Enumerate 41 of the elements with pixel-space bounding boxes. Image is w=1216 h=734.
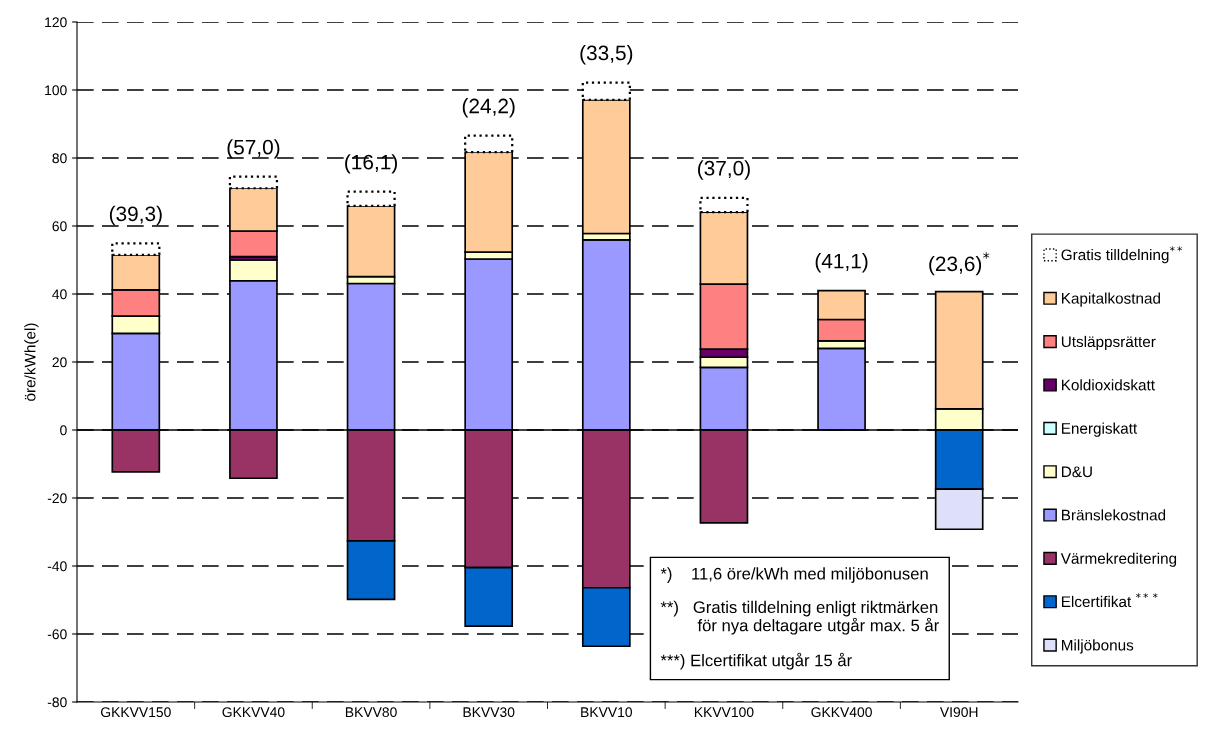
x-tick-label: VI90H [939,707,978,718]
x-tick-label: GKKVV150 [101,707,171,718]
legend-label: Koldioxidskatt [1062,379,1155,391]
y-tick-label: -80 [47,697,67,708]
y-tick-label: 20 [52,357,67,368]
y-tick-label: 40 [52,289,67,300]
annotation: (33,5) [580,45,633,65]
x-tick-label: GKKVV40 [222,707,285,718]
annotation: (16,1) [345,154,397,174]
legend-label: Elcertifikat $^{***}$ [1062,593,1158,608]
annotation: (57,0) [227,139,280,159]
annotation: (37,0) [698,160,750,180]
annotation: (24,2) [462,98,515,118]
legend-label: D&U [1062,466,1092,478]
x-tick-label: GKKV400 [811,707,872,718]
x-tick-label: BKVV30 [463,707,515,718]
y-tick-label: -20 [47,493,67,504]
annotation: (23,6)$^{*}$ [929,252,990,276]
x-tick-label: KKVV100 [694,707,754,718]
y-tick-label: 0 [60,425,67,436]
legend-label: Kapitalkostnad [1062,292,1160,307]
legend-label: Energiskatt [1062,422,1138,437]
y-tick-label: -60 [47,629,67,640]
legend-label: Utsläppsrätter [1061,335,1156,351]
annotation: *) 11,6 öre/kWh med miljöbonusen [660,567,928,583]
y-tick-label: -40 [47,561,67,572]
y-tick-label: 80 [52,153,67,164]
y-axis-title: öre/kWh(el) [24,323,39,401]
y-tick-label: 60 [52,221,67,232]
annotation: (39,3) [109,205,162,226]
annotation: (41,1) [815,253,868,273]
legend-label: Miljöbonus [1062,639,1134,654]
legend-label: Värmekreditering [1060,552,1177,567]
y-tick-label: 100 [45,85,67,96]
x-tick-label: BKVV10 [581,707,633,718]
annotation: **) Gratis tilldelning enligt riktmärken för nya deltagare utgår max. 5 år [660,600,939,635]
x-tick-label: BKVV80 [345,707,397,718]
legend-label: Bränslekostnad [1062,509,1166,521]
y-tick-label: 120 [45,17,67,28]
legend-label: Gratis tilldelning$^{**}$ [1061,246,1183,264]
annotation: ***) Elcertifikat utgår 15 år [660,652,852,670]
